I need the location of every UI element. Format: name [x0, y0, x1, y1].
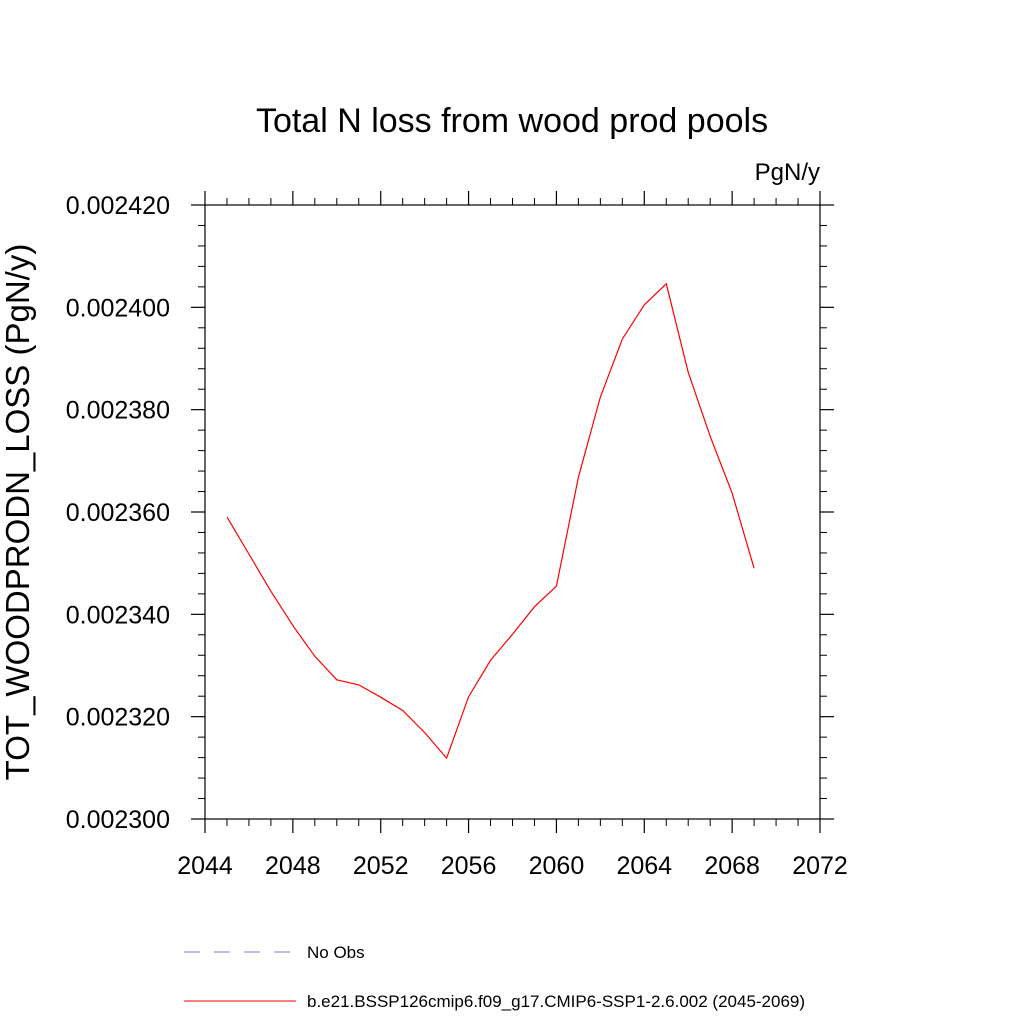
axis-ticks [191, 191, 834, 833]
x-tick-label: 2068 [704, 852, 760, 880]
data-series [226, 282, 755, 760]
x-tick-label: 2060 [529, 852, 585, 880]
x-tick-label: 2048 [265, 852, 321, 880]
legend-label: No Obs [307, 943, 365, 962]
y-tick-label: 0.002320 [66, 704, 170, 732]
plot-frame [204, 204, 821, 820]
tick-labels: 2044 2048 2052 2056 2060 2064 2068 2072 0.002300… [66, 192, 848, 880]
y-axis-label: TOT_WOODPRODN_LOSS (PgN/y) [0, 244, 36, 781]
units-label: PgN/y [755, 159, 820, 186]
y-tick-label: 0.002380 [66, 397, 170, 425]
x-tick-label: 2064 [616, 852, 672, 880]
x-tick-label: 2044 [177, 852, 233, 880]
y-tick-label: 0.002340 [66, 601, 170, 629]
y-tick-label: 0.002360 [66, 499, 170, 527]
legend-label: b.e21.BSSP126cmip6.f09_g17.CMIP6-SSP1-2.… [307, 992, 805, 1011]
y-tick-label: 0.002300 [66, 806, 170, 834]
series-line [226, 282, 755, 760]
x-tick-label: 2072 [792, 852, 848, 880]
x-tick-label: 2052 [353, 852, 409, 880]
chart-title: Total N loss from wood prod pools [256, 102, 768, 140]
x-tick-label: 2056 [441, 852, 497, 880]
y-tick-label: 0.002400 [66, 294, 170, 322]
y-tick-label: 0.002420 [66, 192, 170, 220]
legend: No Obs b.e21.BSSP126cmip6.f09_g17.CMIP6-S… [184, 943, 805, 1011]
